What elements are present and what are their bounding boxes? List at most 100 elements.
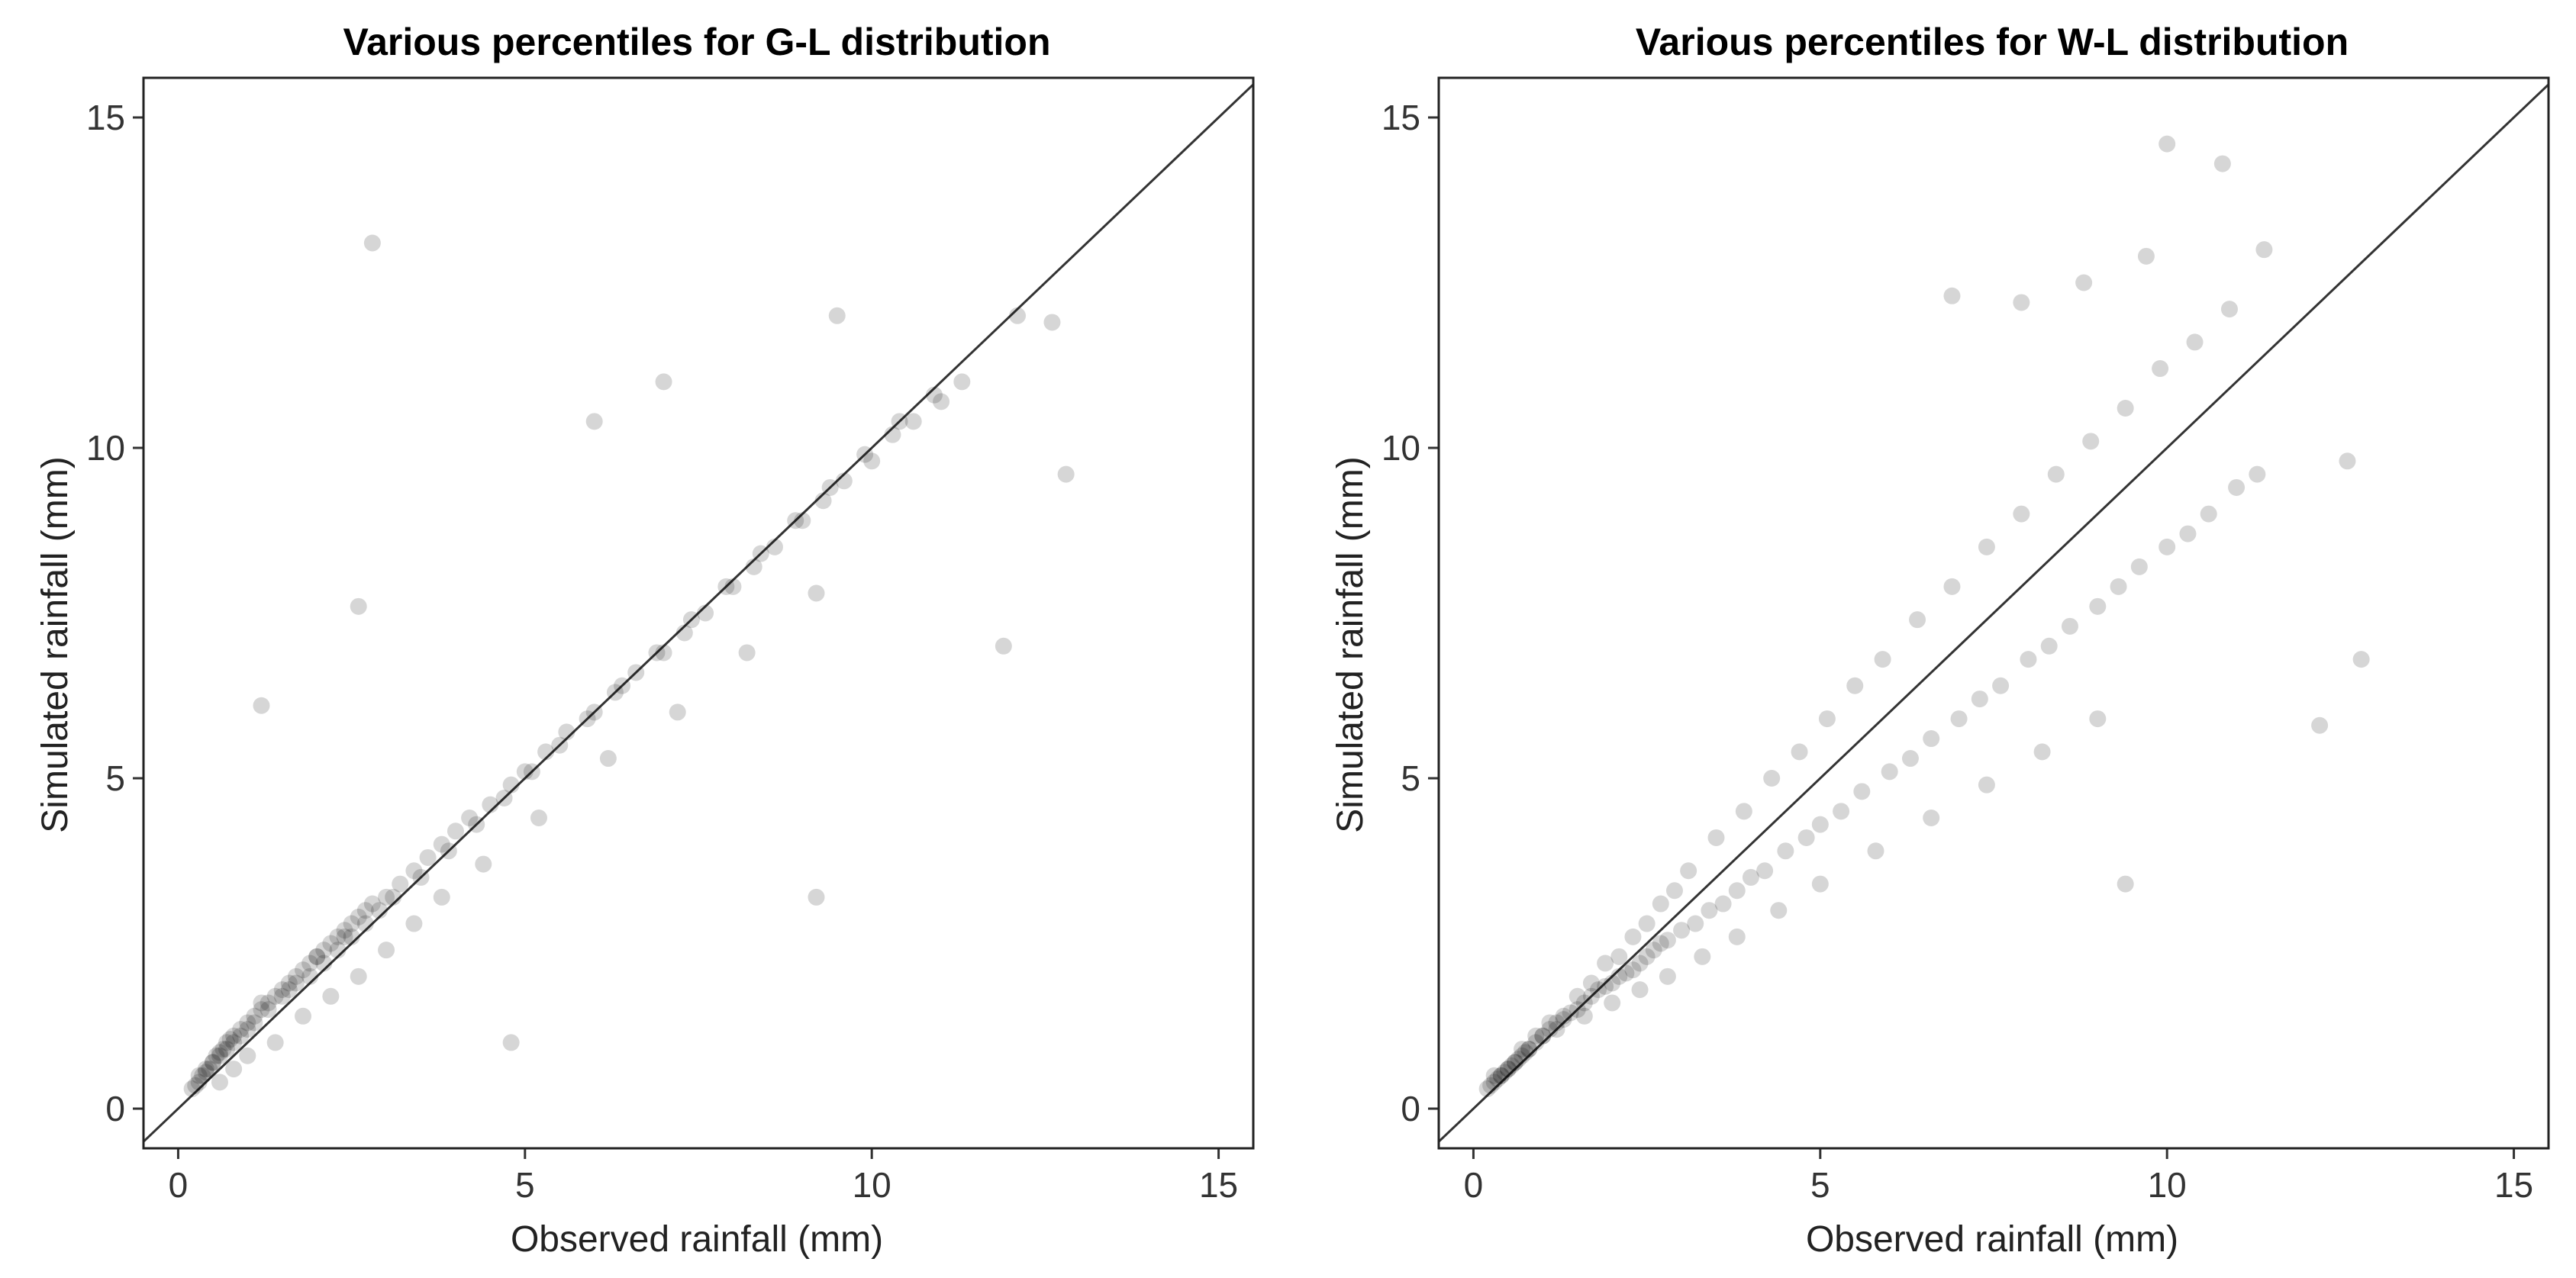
data-point — [614, 677, 631, 694]
data-point — [329, 928, 347, 945]
data-point — [2082, 433, 2100, 450]
data-point — [322, 987, 340, 1005]
data-point — [2137, 247, 2155, 265]
data-point — [308, 948, 326, 965]
data-point — [1742, 868, 1759, 886]
data-point — [1971, 691, 1988, 708]
data-point — [194, 1067, 211, 1084]
data-point — [2311, 716, 2329, 734]
data-point — [266, 1034, 284, 1051]
data-point — [2013, 505, 2030, 523]
y-tick-label: 0 — [105, 1089, 125, 1128]
axis-ticks: 0 5 10 15 0 5 10 15 — [1381, 98, 2533, 1205]
data-point — [253, 994, 270, 1012]
data-point — [287, 967, 305, 985]
data-point — [1867, 842, 1884, 860]
data-point — [502, 776, 520, 794]
data-point — [1604, 974, 1621, 992]
data-point — [2075, 274, 2093, 291]
data-point — [336, 922, 353, 939]
data-point — [2352, 651, 2370, 668]
data-point — [516, 763, 534, 781]
data-point — [835, 472, 853, 490]
data-point — [1496, 1064, 1514, 1081]
data-point — [419, 848, 437, 866]
data-point — [655, 644, 672, 662]
data-point — [1568, 987, 1586, 1005]
data-point — [301, 967, 319, 985]
data-point — [1485, 1067, 1503, 1084]
data-point — [1714, 895, 1732, 913]
data-point — [1514, 1041, 1531, 1058]
data-point — [218, 1041, 236, 1058]
data-point — [405, 915, 423, 932]
data-point — [197, 1064, 214, 1081]
data-point — [1610, 948, 1628, 965]
data-point — [308, 948, 326, 965]
data-point — [1652, 895, 1669, 913]
data-point — [904, 413, 922, 430]
data-point — [1575, 994, 1593, 1012]
data-point — [363, 234, 381, 252]
data-point — [697, 604, 714, 622]
data-point — [1597, 977, 1614, 995]
data-point — [1568, 1001, 1586, 1019]
data-point — [1846, 677, 1864, 694]
y-axis-label: Simulated rainfall (mm) — [35, 456, 76, 832]
data-point — [315, 954, 333, 972]
data-point — [280, 981, 298, 999]
x-tick-label: 15 — [2494, 1165, 2533, 1205]
data-point — [1833, 803, 1850, 820]
data-point — [239, 1021, 256, 1038]
data-point — [1492, 1067, 1510, 1084]
data-point — [2158, 135, 2176, 153]
data-point — [363, 895, 381, 913]
data-point — [239, 1047, 256, 1064]
data-point — [1506, 1054, 1523, 1071]
data-point — [350, 908, 367, 926]
data-point — [1735, 803, 1752, 820]
data-point — [336, 928, 353, 945]
data-point — [201, 1061, 218, 1078]
data-point — [2047, 465, 2065, 483]
data-point — [197, 1061, 214, 1078]
data-point — [1575, 1007, 1593, 1025]
data-point — [2249, 465, 2266, 483]
data-point — [385, 888, 402, 906]
x-tick-label: 15 — [1199, 1165, 1238, 1205]
data-point — [558, 723, 575, 741]
data-point — [1707, 829, 1725, 846]
data-point — [2220, 301, 2238, 318]
data-point — [2255, 241, 2273, 259]
axis-ticks: 0 5 10 15 0 5 10 15 — [86, 98, 1238, 1205]
data-point — [766, 538, 783, 555]
data-point — [648, 644, 666, 662]
data-point — [808, 888, 825, 906]
data-point — [246, 1014, 263, 1032]
data-point — [405, 862, 423, 880]
data-point — [253, 697, 270, 714]
data-point — [1057, 465, 1075, 483]
data-point — [884, 426, 901, 443]
data-point — [1506, 1054, 1523, 1071]
x-tick-label: 5 — [515, 1165, 535, 1205]
data-point — [187, 1077, 205, 1094]
data-point — [502, 1034, 520, 1051]
data-point — [2033, 743, 2051, 761]
data-point — [2110, 578, 2127, 595]
data-point — [1874, 651, 1891, 668]
data-point — [523, 763, 540, 781]
data-point — [1770, 902, 1788, 919]
data-point — [1582, 987, 1600, 1005]
data-point — [1853, 783, 1871, 800]
data-point — [356, 902, 374, 919]
y-tick-label: 5 — [1401, 758, 1420, 798]
data-point — [1659, 932, 1676, 949]
data-point — [211, 1047, 228, 1064]
chart-panel-gl: Various percentiles for G-L distribution… — [35, 21, 1255, 1260]
plot-area — [142, 76, 1255, 1150]
data-point — [378, 942, 395, 959]
data-point — [2158, 538, 2176, 555]
x-tick-label: 5 — [1810, 1165, 1830, 1205]
data-point — [232, 1021, 250, 1038]
